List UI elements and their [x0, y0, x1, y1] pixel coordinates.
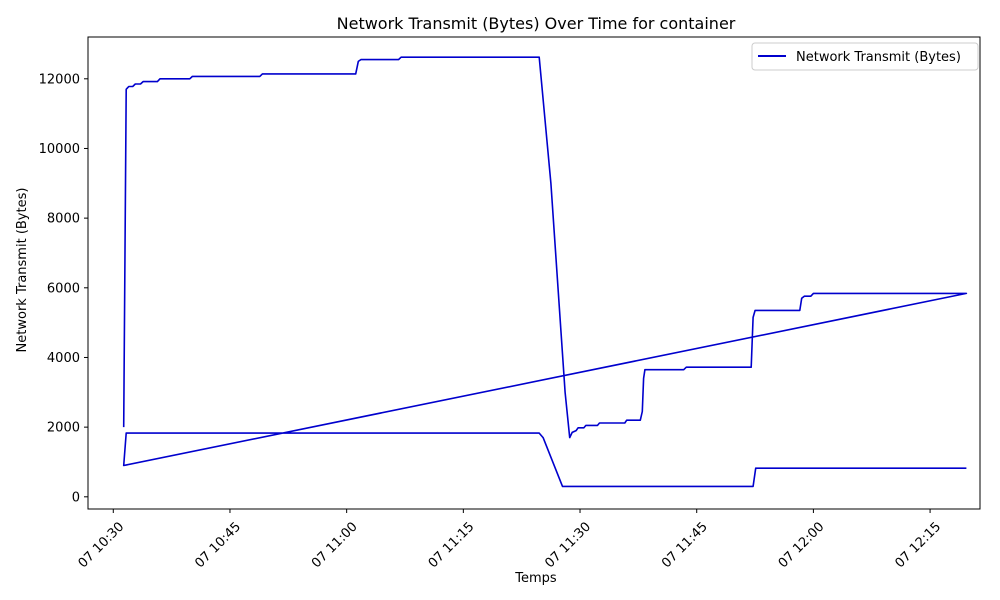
y-tick-label: 6000	[47, 281, 80, 296]
x-axis-label: Temps	[514, 571, 557, 586]
y-tick-label: 2000	[47, 421, 80, 436]
y-tick-label: 8000	[47, 212, 80, 227]
legend-box	[751, 42, 979, 71]
legend-entry-label: Network Transmit (Bytes)	[796, 50, 961, 65]
axes-frame	[87, 36, 981, 510]
chart-title: Network Transmit (Bytes) Over Time for c…	[337, 14, 736, 33]
y-tick-label: 10000	[39, 142, 80, 157]
series-line-0	[122, 56, 968, 488]
legend: Network Transmit (Bytes)	[751, 42, 979, 71]
y-tick-label: 12000	[39, 72, 80, 87]
y-tick-label: 4000	[47, 351, 80, 366]
y-tick-label: 0	[72, 490, 80, 505]
y-axis-label: Network Transmit (Bytes)	[15, 188, 30, 353]
